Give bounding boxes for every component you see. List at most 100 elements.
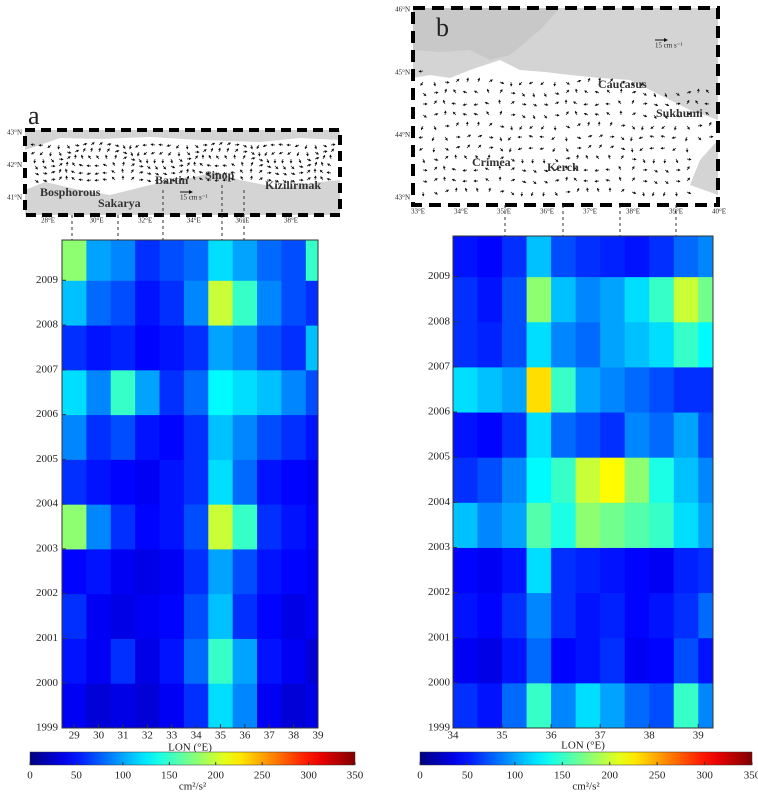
heatmap-cell [183, 280, 209, 326]
x-tick-label: 37 [595, 730, 607, 742]
map-lon-label: 34°E [187, 217, 201, 225]
velocity-arrow [473, 103, 479, 106]
heatmap-cell [453, 592, 479, 639]
velocity-arrow [98, 142, 103, 146]
velocity-arrow [642, 158, 646, 164]
velocity-arrow [594, 103, 600, 106]
velocity-arrow [420, 125, 424, 131]
velocity-arrow [554, 179, 560, 182]
heatmap-cell [698, 366, 713, 413]
velocity-arrow [455, 146, 461, 149]
velocity-arrow [499, 147, 504, 152]
x-tick-label: 33 [166, 730, 178, 742]
velocity-arrow [34, 165, 38, 170]
velocity-arrow [320, 176, 324, 181]
heatmap-cell [281, 638, 307, 684]
heatmap-cell [502, 682, 528, 728]
velocity-arrow [453, 89, 457, 94]
heatmap-cell [673, 592, 699, 639]
heatmap-cell [86, 280, 112, 326]
heatmap-cell [600, 321, 626, 368]
velocity-arrow [639, 147, 644, 152]
y-tick-label: 2004 [36, 498, 59, 510]
heatmap-cell [305, 325, 318, 371]
velocity-arrow [222, 164, 228, 168]
heatmap-cell [477, 276, 503, 323]
velocity-arrow [594, 113, 600, 116]
heatmap-cell [135, 504, 161, 550]
velocity-arrow [573, 177, 578, 182]
velocity-arrow [674, 191, 678, 197]
velocity-arrow [543, 180, 549, 184]
heatmap-cell [526, 637, 552, 684]
velocity-arrow [477, 77, 480, 83]
velocity-arrow [88, 155, 92, 160]
heatmap-cell [208, 548, 234, 595]
heatmap-cell [135, 325, 161, 371]
y-tick-label: 2002 [428, 586, 450, 598]
heatmap-cell [698, 592, 713, 639]
velocity-arrow [66, 151, 72, 154]
velocity-arrow [443, 165, 446, 171]
heatmap-cell [110, 504, 136, 550]
colorbar-tick-label: 50 [71, 770, 83, 782]
velocity-arrow [708, 121, 712, 127]
velocity-arrow [42, 171, 48, 175]
velocity-arrow [234, 148, 239, 153]
velocity-arrow [499, 190, 505, 193]
velocity-arrow [521, 102, 527, 106]
velocity-arrow [606, 89, 611, 94]
velocity-arrow [192, 169, 196, 174]
heatmap-cell [281, 369, 307, 416]
velocity-arrow [130, 169, 134, 174]
velocity-arrow [675, 114, 681, 118]
velocity-arrow [499, 81, 505, 85]
velocity-arrow [47, 144, 52, 149]
velocity-arrow [34, 179, 39, 183]
heatmap-cell [624, 637, 650, 684]
heatmap-cell [159, 504, 185, 550]
velocity-arrow [510, 125, 513, 131]
scale-label: 15 cm s⁻¹ [180, 194, 208, 202]
velocity-arrow [454, 154, 458, 160]
heatmap-cell [208, 683, 234, 728]
map-lat-label: 41°N [7, 194, 22, 202]
velocity-arrow [640, 81, 644, 87]
velocity-arrow [598, 77, 601, 83]
velocity-arrow [466, 144, 471, 149]
heatmap-cell [208, 414, 234, 460]
velocity-arrow [258, 169, 263, 174]
velocity-arrow [186, 162, 190, 167]
velocity-arrow [486, 88, 490, 94]
velocity-arrow [98, 147, 101, 153]
velocity-arrow [58, 151, 62, 157]
velocity-arrow [642, 114, 648, 118]
heatmap-cell [600, 276, 626, 323]
heatmap-cell [86, 369, 112, 416]
heatmap-cell [232, 459, 258, 505]
velocity-arrow [529, 125, 534, 129]
velocity-arrow [594, 169, 600, 172]
velocity-arrow [146, 172, 152, 175]
heatmap-cell [110, 548, 136, 595]
velocity-arrow [499, 125, 505, 128]
velocity-arrow [642, 92, 647, 96]
velocity-arrow [473, 113, 479, 116]
x-tick-label: 38 [644, 730, 656, 742]
y-tick-label: 2008 [428, 315, 451, 327]
velocity-arrow [282, 165, 286, 170]
velocity-arrow [330, 148, 335, 153]
heatmap-cell [551, 412, 577, 458]
panel-label: a [28, 101, 40, 130]
y-tick-label: 2009 [36, 274, 59, 286]
velocity-arrow [250, 161, 254, 167]
heatmap-cell [453, 547, 479, 594]
heatmap-cell [62, 240, 87, 281]
velocity-arrow [82, 147, 86, 153]
heatmap-cell [281, 280, 307, 326]
velocity-arrow [241, 161, 244, 167]
x-axis-title: LON (°E) [561, 740, 605, 752]
colorbar-tick-label: 0 [27, 770, 33, 782]
velocity-arrow [321, 161, 324, 167]
velocity-arrow [484, 167, 490, 171]
